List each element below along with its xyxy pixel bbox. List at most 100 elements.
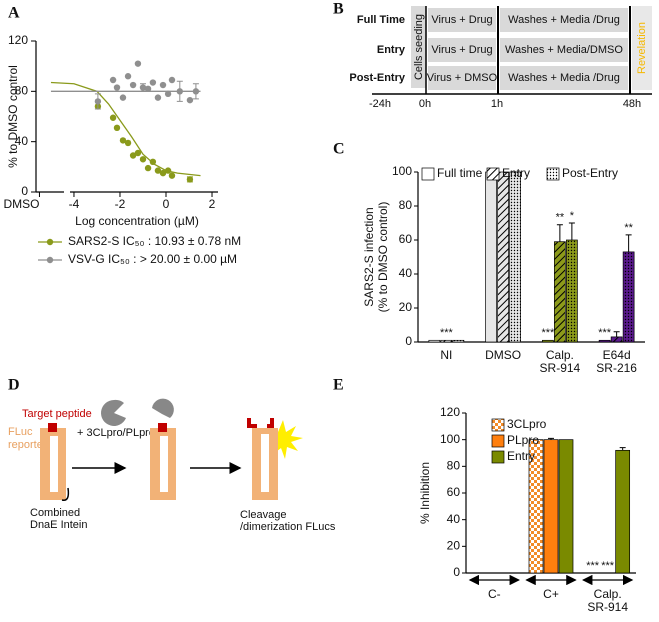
peptide bbox=[158, 423, 167, 432]
point bbox=[113, 124, 121, 132]
y-axis-label: SARS2-S infection bbox=[362, 207, 376, 306]
panel-letter: E bbox=[333, 377, 344, 394]
x-tick-label: 2 bbox=[209, 197, 216, 211]
x-tick-label: C+ bbox=[543, 587, 559, 601]
bar bbox=[485, 171, 497, 343]
point bbox=[134, 149, 142, 157]
cell-text: Virus + DMSO bbox=[427, 72, 498, 84]
intein-label: Combined bbox=[30, 507, 80, 519]
legend-pattern bbox=[487, 168, 499, 180]
significance: ** bbox=[556, 212, 565, 224]
x-tick-label: C- bbox=[488, 587, 501, 601]
legend-label: 3CLpro bbox=[507, 417, 547, 431]
point bbox=[168, 76, 176, 84]
significance: *** bbox=[601, 560, 615, 572]
target-label: Target peptide bbox=[22, 408, 92, 420]
cell bbox=[428, 8, 496, 32]
legend-swatch bbox=[491, 450, 505, 464]
point bbox=[149, 158, 157, 165]
point bbox=[124, 139, 132, 147]
intein bbox=[61, 487, 70, 501]
legend-label: PLpro bbox=[507, 433, 539, 447]
point bbox=[129, 152, 137, 159]
point bbox=[154, 167, 162, 174]
point bbox=[113, 84, 121, 91]
bar bbox=[598, 339, 611, 343]
legend-label: SARS2-S IC₅₀ : 10.93 ± 0.78 nM bbox=[68, 234, 241, 248]
protease-icon bbox=[152, 398, 174, 418]
protease-label: + 3CLpro/PLpro bbox=[77, 427, 155, 439]
y-tick-label: 60 bbox=[447, 485, 461, 499]
point bbox=[159, 81, 167, 89]
cell bbox=[500, 8, 628, 32]
cell bbox=[500, 66, 628, 90]
seeding-label: Cells seeding bbox=[413, 14, 425, 80]
construct-gap bbox=[261, 434, 269, 492]
significance: ** bbox=[624, 222, 633, 234]
point bbox=[186, 176, 194, 183]
revelation-label: Revelation bbox=[636, 22, 648, 74]
y-tick-label: 40 bbox=[15, 134, 29, 148]
significance: *** bbox=[586, 560, 600, 572]
point bbox=[144, 164, 152, 172]
panel-letter: C bbox=[333, 141, 345, 158]
point bbox=[109, 114, 117, 121]
point bbox=[149, 79, 157, 86]
bar-pattern bbox=[440, 340, 452, 342]
revelation-box bbox=[632, 6, 652, 90]
cell-text: Washes + Media/DMSO bbox=[505, 44, 623, 56]
y-tick-label: 20 bbox=[447, 539, 461, 553]
x-tick-label: SR-216 bbox=[596, 361, 637, 375]
time-label: 1h bbox=[491, 98, 503, 110]
x-tick-label: SR-914 bbox=[587, 600, 628, 614]
error-bar bbox=[613, 331, 620, 337]
point bbox=[154, 94, 162, 101]
legend-marker bbox=[46, 256, 54, 264]
point bbox=[164, 90, 172, 98]
peptide bbox=[48, 423, 57, 432]
legend-pattern bbox=[547, 168, 559, 180]
point bbox=[124, 73, 132, 80]
y-tick-label: 80 bbox=[15, 84, 29, 98]
assay-diagram: Target peptide FLuc reporter Combined Dn… bbox=[8, 398, 336, 533]
legend-swatch bbox=[491, 434, 505, 448]
time-label: -24h bbox=[369, 98, 391, 110]
result-label: Cleavage bbox=[240, 509, 286, 521]
panel-letter: D bbox=[8, 377, 20, 394]
legend-marker bbox=[46, 238, 54, 246]
x-tick-label: -2 bbox=[115, 197, 126, 211]
legend-swatch bbox=[421, 167, 435, 181]
cell bbox=[428, 66, 496, 90]
intein-label: DnaE Intein bbox=[30, 519, 87, 531]
time-label: 0h bbox=[419, 98, 431, 110]
error-bar bbox=[548, 437, 554, 440]
x-tick-label: E64d bbox=[603, 348, 631, 362]
point bbox=[119, 137, 127, 144]
construct bbox=[150, 428, 176, 500]
bar-pattern bbox=[497, 172, 509, 342]
x-tick-label: 0 bbox=[163, 197, 170, 211]
row-label: Post-Entry bbox=[349, 72, 406, 84]
cell-text: Washes + Media /Drug bbox=[508, 72, 620, 84]
significance: *** bbox=[541, 327, 555, 339]
bar-pattern bbox=[452, 340, 464, 342]
bar-pattern bbox=[566, 240, 578, 342]
bar-pattern bbox=[509, 172, 521, 342]
protease-icon bbox=[101, 399, 126, 426]
legend-label: Entry bbox=[507, 449, 535, 463]
y-tick-label: 120 bbox=[8, 33, 28, 47]
row-label: Entry bbox=[377, 44, 406, 56]
row-label: Full Time bbox=[357, 14, 405, 26]
cell bbox=[428, 38, 496, 62]
y-axis-label: % to DMSO control bbox=[6, 65, 20, 168]
point bbox=[134, 60, 142, 67]
y-tick-label: 0 bbox=[405, 334, 412, 348]
panel-letter: B bbox=[333, 1, 344, 18]
bar bbox=[542, 339, 554, 343]
point bbox=[186, 96, 194, 104]
error-bar bbox=[568, 222, 575, 240]
point bbox=[139, 156, 147, 163]
reporter-label: reporter bbox=[8, 439, 47, 451]
y-tick-label: 120 bbox=[440, 405, 460, 419]
